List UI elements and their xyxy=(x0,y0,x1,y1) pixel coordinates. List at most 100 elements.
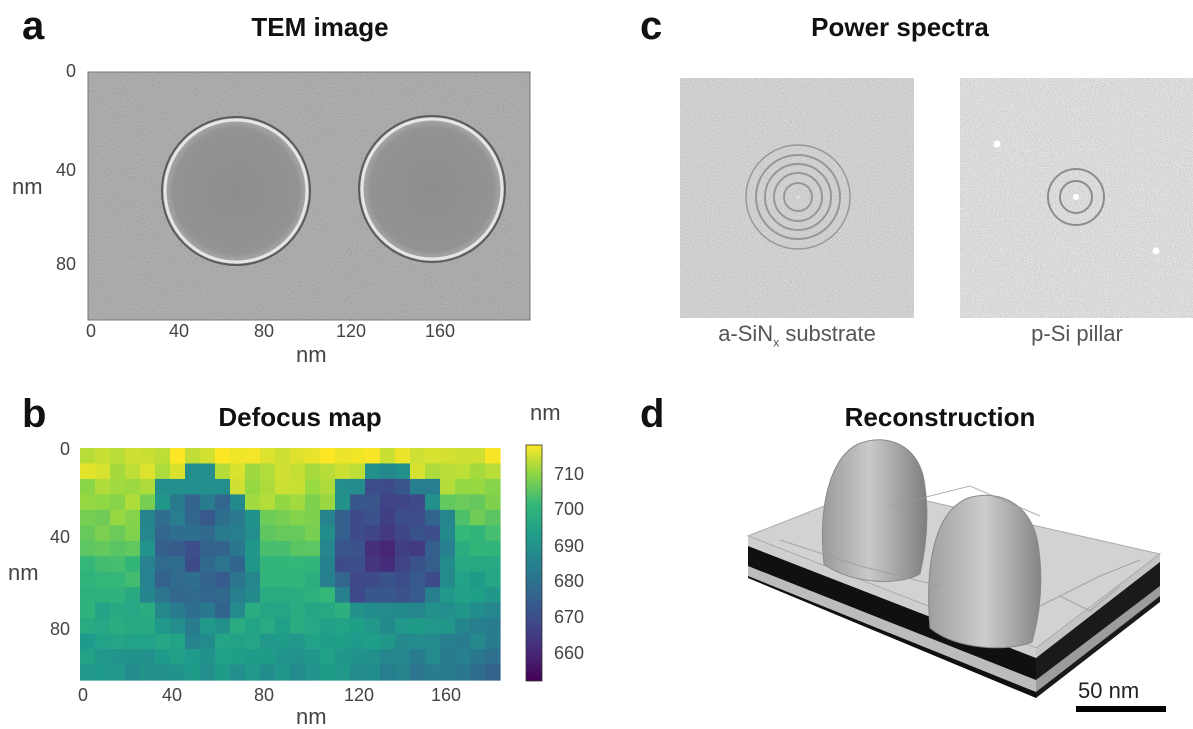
heatmap-cell xyxy=(425,649,441,666)
heatmap-cell xyxy=(230,618,246,635)
heatmap-cell xyxy=(230,649,246,666)
heatmap-cell xyxy=(395,525,411,542)
defocus-heatmap xyxy=(80,448,501,681)
heatmap-cell xyxy=(110,649,126,666)
heatmap-cell xyxy=(275,494,291,511)
heatmap-cell xyxy=(140,478,156,495)
heatmap-cell xyxy=(485,448,501,465)
heatmap-cell xyxy=(110,571,126,588)
heatmap-cell xyxy=(395,649,411,666)
panel-b-title: Defocus map xyxy=(218,402,382,432)
heatmap-cell xyxy=(395,463,411,480)
colorbar-tick: 660 xyxy=(554,643,585,663)
heatmap-cell xyxy=(440,540,456,557)
heatmap-cell xyxy=(275,602,291,619)
heatmap-cell xyxy=(110,556,126,573)
heatmap-cell xyxy=(365,587,381,604)
heatmap-cell xyxy=(290,664,306,681)
heatmap-cell xyxy=(320,478,336,495)
heatmap-cell xyxy=(260,587,276,604)
heatmap-cell xyxy=(485,478,501,495)
heatmap-cell xyxy=(260,664,276,681)
heatmap-cell xyxy=(305,664,321,681)
heatmap-cell xyxy=(140,571,156,588)
heatmap-cell xyxy=(230,587,246,604)
heatmap-cell xyxy=(185,478,201,495)
heatmap-cell xyxy=(380,618,396,635)
heatmap-cell xyxy=(350,448,366,465)
heatmap-cell xyxy=(425,618,441,635)
power-spectrum-caption-substrate: a-SiNx substrate xyxy=(680,321,914,350)
panel-b-xtick: 80 xyxy=(254,685,275,705)
heatmap-cell xyxy=(200,494,216,511)
panel-b-xtick: 40 xyxy=(162,685,183,705)
heatmap-cell xyxy=(230,494,246,511)
panel-c-title: Power spectra xyxy=(811,12,989,42)
caption-substrate-subscript: x xyxy=(773,335,780,350)
heatmap-cell xyxy=(410,664,426,681)
heatmap-cell xyxy=(335,463,351,480)
heatmap-cell xyxy=(275,587,291,604)
heatmap-cell xyxy=(275,509,291,526)
heatmap-cell xyxy=(140,556,156,573)
heatmap-cell xyxy=(110,664,126,681)
heatmap-cell xyxy=(185,571,201,588)
heatmap-cell xyxy=(125,649,141,666)
heatmap-cell xyxy=(470,463,486,480)
heatmap-cell xyxy=(380,633,396,650)
heatmap-cell xyxy=(335,478,351,495)
heatmap-cell xyxy=(425,571,441,588)
heatmap-cell xyxy=(215,618,231,635)
caption-substrate-main: a-SiN xyxy=(718,321,774,346)
heatmap-cell xyxy=(320,556,336,573)
heatmap-cell xyxy=(110,540,126,557)
heatmap-cell xyxy=(215,556,231,573)
heatmap-cell xyxy=(215,587,231,604)
heatmap-cell xyxy=(410,494,426,511)
heatmap-cell xyxy=(275,463,291,480)
heatmap-cell xyxy=(380,540,396,557)
heatmap-cell xyxy=(425,478,441,495)
heatmap-cell xyxy=(185,633,201,650)
heatmap-cell xyxy=(290,448,306,465)
heatmap-cell xyxy=(140,494,156,511)
heatmap-cell xyxy=(425,664,441,681)
heatmap-cell xyxy=(290,571,306,588)
heatmap-cell xyxy=(185,525,201,542)
heatmap-cell xyxy=(230,525,246,542)
heatmap-cell xyxy=(395,602,411,619)
heatmap-cell xyxy=(410,618,426,635)
heatmap-cell xyxy=(485,633,501,650)
heatmap-cell xyxy=(200,509,216,526)
panel-c-letter: c xyxy=(640,4,663,48)
heatmap-cell xyxy=(170,571,186,588)
heatmap-cell xyxy=(80,556,96,573)
heatmap-cell xyxy=(455,463,471,480)
heatmap-cell xyxy=(485,494,501,511)
heatmap-cell xyxy=(260,525,276,542)
heatmap-cell xyxy=(140,664,156,681)
heatmap-cell xyxy=(470,478,486,495)
panel-b-xlabel: nm xyxy=(296,704,327,729)
heatmap-cell xyxy=(410,448,426,465)
heatmap-cell xyxy=(125,556,141,573)
heatmap-cell xyxy=(485,556,501,573)
heatmap-cell xyxy=(80,633,96,650)
heatmap-cell xyxy=(290,649,306,666)
heatmap-cell xyxy=(350,509,366,526)
heatmap-cell xyxy=(110,602,126,619)
heatmap-cell xyxy=(380,509,396,526)
heatmap-cell xyxy=(470,448,486,465)
heatmap-cell xyxy=(290,540,306,557)
heatmap-cell xyxy=(410,602,426,619)
panel-a-xtick: 40 xyxy=(169,321,190,341)
heatmap-cell xyxy=(290,463,306,480)
heatmap-cell xyxy=(380,494,396,511)
heatmap-cell xyxy=(95,525,111,542)
heatmap-cell xyxy=(365,525,381,542)
heatmap-cell xyxy=(365,463,381,480)
heatmap-cell xyxy=(290,494,306,511)
heatmap-cell xyxy=(305,571,321,588)
heatmap-cell xyxy=(170,556,186,573)
heatmap-cell xyxy=(395,664,411,681)
